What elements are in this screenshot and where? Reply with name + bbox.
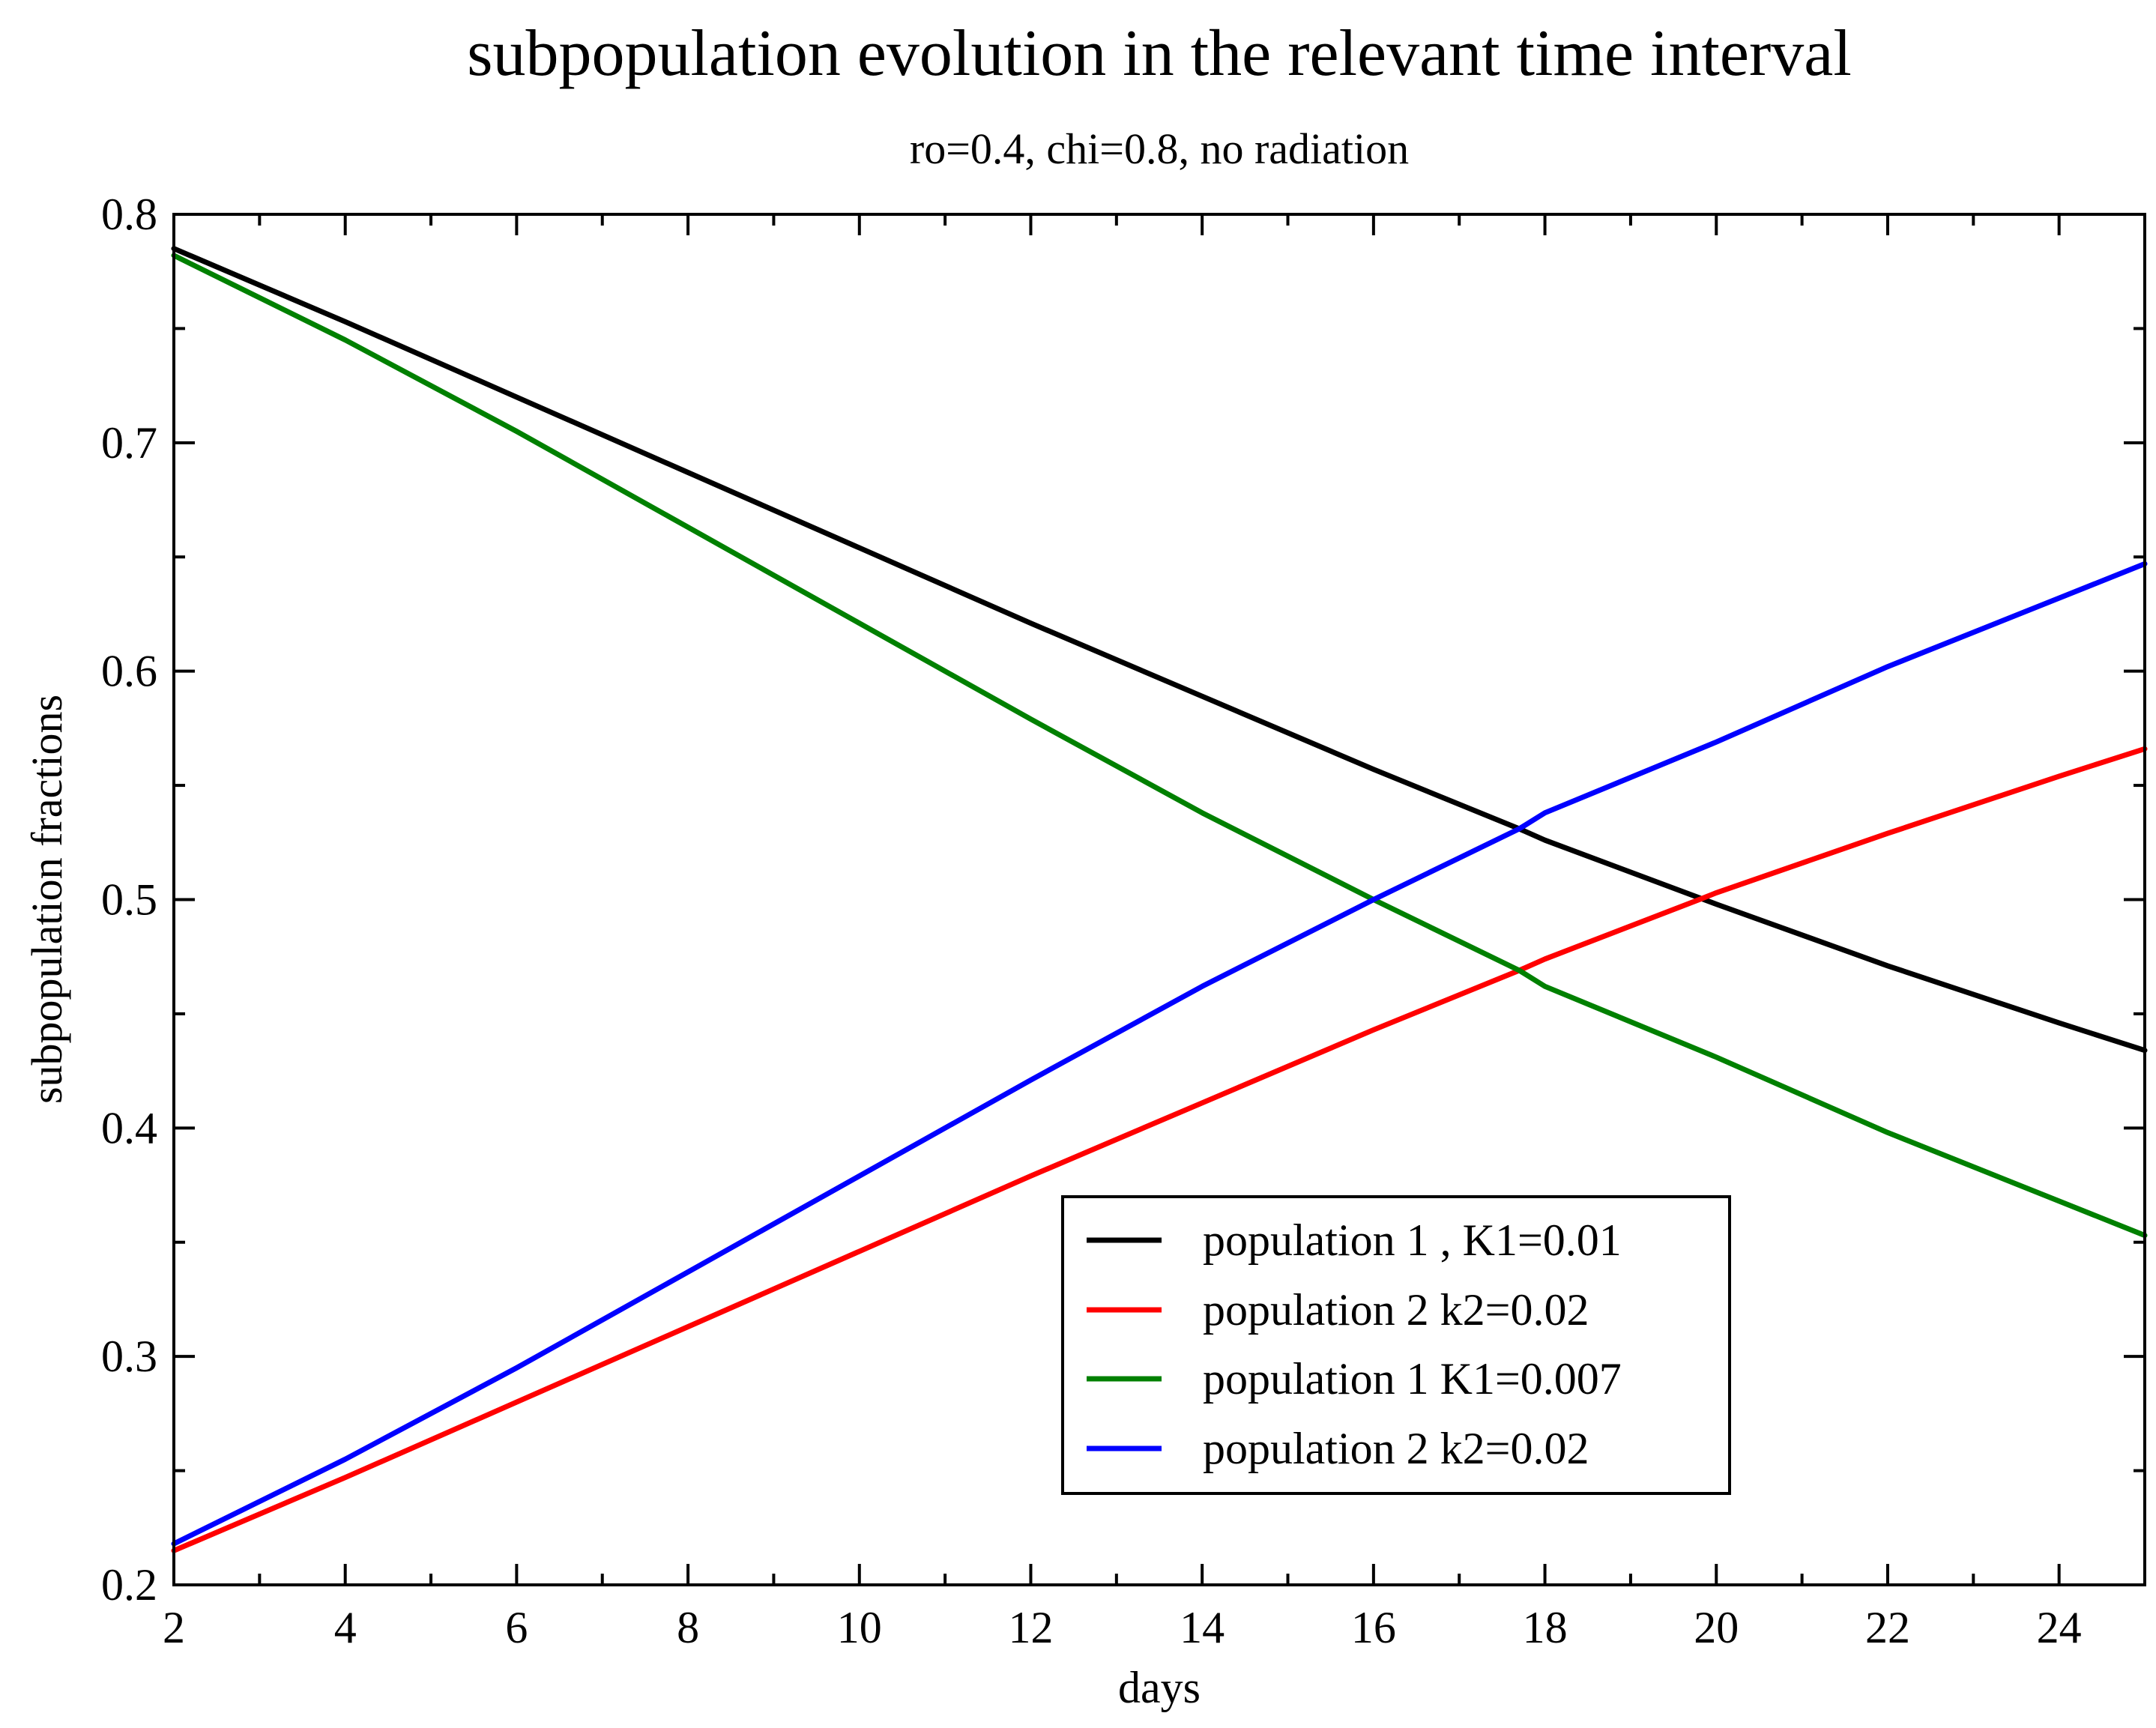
- series-line-3: [171, 253, 2148, 1239]
- x-tick-label: 6: [505, 1603, 528, 1652]
- tick-labels-layer: 2 4 6 8 10 12 14 16 18 20 22 240.20.30.40.50.60.70.…: [101, 190, 2082, 1652]
- legend-entries: population 1 , K1=0.01 population 2 k2=0.…: [1087, 1215, 1622, 1473]
- x-tick-label: 4: [334, 1603, 357, 1652]
- series-line-1: [171, 246, 2148, 1054]
- series-line-4: [171, 561, 2148, 1547]
- legend-label-3: population 1 K1=0.007: [1203, 1354, 1622, 1404]
- chart-subtitle: ro=0.4, chi=0.8, no radiation: [910, 124, 1409, 173]
- series-layer: [171, 246, 2148, 1553]
- x-tick-label: 14: [1180, 1603, 1225, 1652]
- x-tick-label: 24: [2037, 1603, 2082, 1652]
- x-tick-label: 20: [1694, 1603, 1739, 1652]
- series-line-2: [171, 746, 2148, 1553]
- x-tick-label: 10: [837, 1603, 882, 1652]
- y-tick-label: 0.7: [101, 418, 157, 468]
- x-tick-label: 16: [1351, 1603, 1396, 1652]
- legend: population 1 , K1=0.01 population 2 k2=0.…: [1061, 1195, 1731, 1495]
- y-tick-label: 0.2: [101, 1560, 157, 1610]
- legend-label-4: population 2 k2=0.02: [1203, 1424, 1589, 1473]
- y-tick-label: 0.5: [101, 875, 157, 925]
- x-tick-label: 2: [163, 1603, 185, 1652]
- x-tick-label: 22: [1865, 1603, 1910, 1652]
- x-tick-label: 12: [1008, 1603, 1053, 1652]
- x-axis-label: days: [1118, 1663, 1201, 1712]
- y-tick-label: 0.3: [101, 1332, 157, 1381]
- y-tick-label: 0.8: [101, 190, 157, 239]
- legend-label-2: population 2 k2=0.02: [1203, 1285, 1589, 1335]
- legend-box: [1061, 1195, 1731, 1495]
- ticks-layer: [172, 213, 2146, 1586]
- y-tick-label: 0.4: [101, 1103, 157, 1152]
- y-axis-label: subpopulation fractions: [22, 695, 71, 1104]
- chart-title: subpopulation evolution in the relevant …: [467, 17, 1852, 90]
- x-tick-label: 8: [677, 1603, 699, 1652]
- legend-label-1: population 1 , K1=0.01: [1203, 1215, 1622, 1265]
- y-tick-label: 0.6: [101, 647, 157, 696]
- x-tick-label: 18: [1523, 1603, 1568, 1652]
- plot-frame: [172, 213, 2146, 1586]
